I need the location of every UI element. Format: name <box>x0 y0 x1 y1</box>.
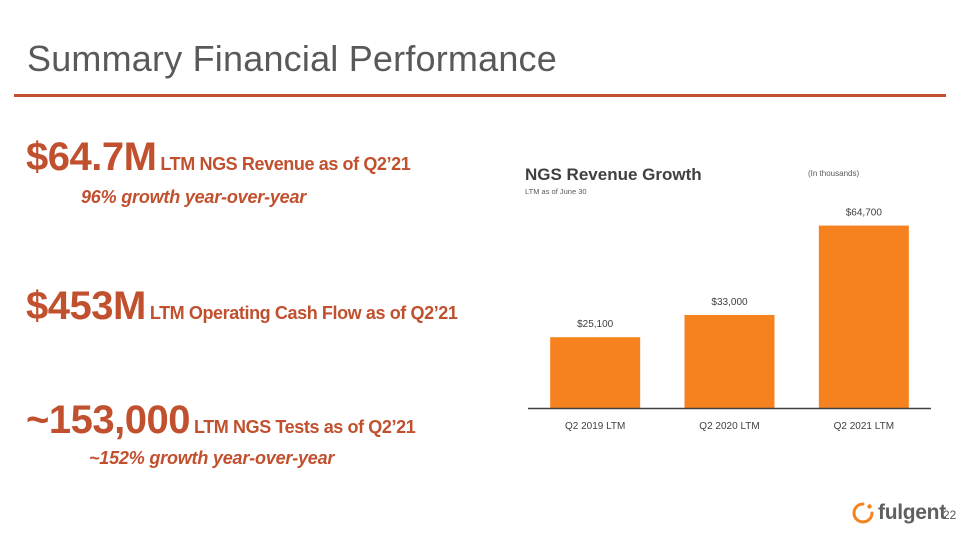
bar-3 <box>818 225 909 408</box>
x-tick-label-3: Q2 2021 LTM <box>834 421 894 432</box>
fulgent-logo-icon <box>852 502 874 524</box>
x-tick-label-1: Q2 2019 LTM <box>565 421 625 432</box>
chart-subtitle: LTM as of June 30 <box>525 187 587 196</box>
fulgent-logo-text: fulgent <box>878 501 946 524</box>
title-divider <box>14 94 946 97</box>
bar-value-label-2: $33,000 <box>711 297 748 308</box>
bar-value-label-1: $25,100 <box>577 319 614 330</box>
fulgent-logo: fulgent <box>850 500 946 526</box>
bar-1 <box>550 337 641 408</box>
chart-title: NGS Revenue Growth <box>525 165 702 184</box>
page-number: 22 <box>943 508 957 522</box>
metric-tests-description: LTM NGS Tests as of Q2’21 <box>193 417 416 437</box>
metric-cash-flow: $453M LTM Operating Cash Flow as of Q2’21 <box>26 284 458 329</box>
revenue-bar-chart: $25,100 Q2 2019 LTM $33,000 Q2 2020 LTM $64,… <box>528 208 931 432</box>
metric-tests-growth: ~152% growth year-over-year <box>89 448 335 468</box>
metric-tests-value: ~153,000 <box>26 398 190 442</box>
metric-revenue-value: $64.7M <box>26 135 157 179</box>
metric-revenue-growth: 96% growth year-over-year <box>81 187 307 207</box>
metric-cash-flow-description: LTM Operating Cash Flow as of Q2’21 <box>149 303 458 323</box>
x-tick-label-2: Q2 2020 LTM <box>699 421 759 432</box>
metric-revenue: $64.7M LTM NGS Revenue as of Q2’21 <box>26 135 411 180</box>
bar-value-label-3: $64,700 <box>846 208 883 219</box>
bar-2 <box>684 314 775 408</box>
page-title: Summary Financial Performance <box>27 38 557 79</box>
metric-tests: ~153,000 LTM NGS Tests as of Q2’21 <box>26 398 416 443</box>
metric-revenue-description: LTM NGS Revenue as of Q2’21 <box>160 154 411 174</box>
metric-cash-flow-value: $453M <box>26 284 146 328</box>
chart-unit-note: (In thousands) <box>808 169 860 178</box>
